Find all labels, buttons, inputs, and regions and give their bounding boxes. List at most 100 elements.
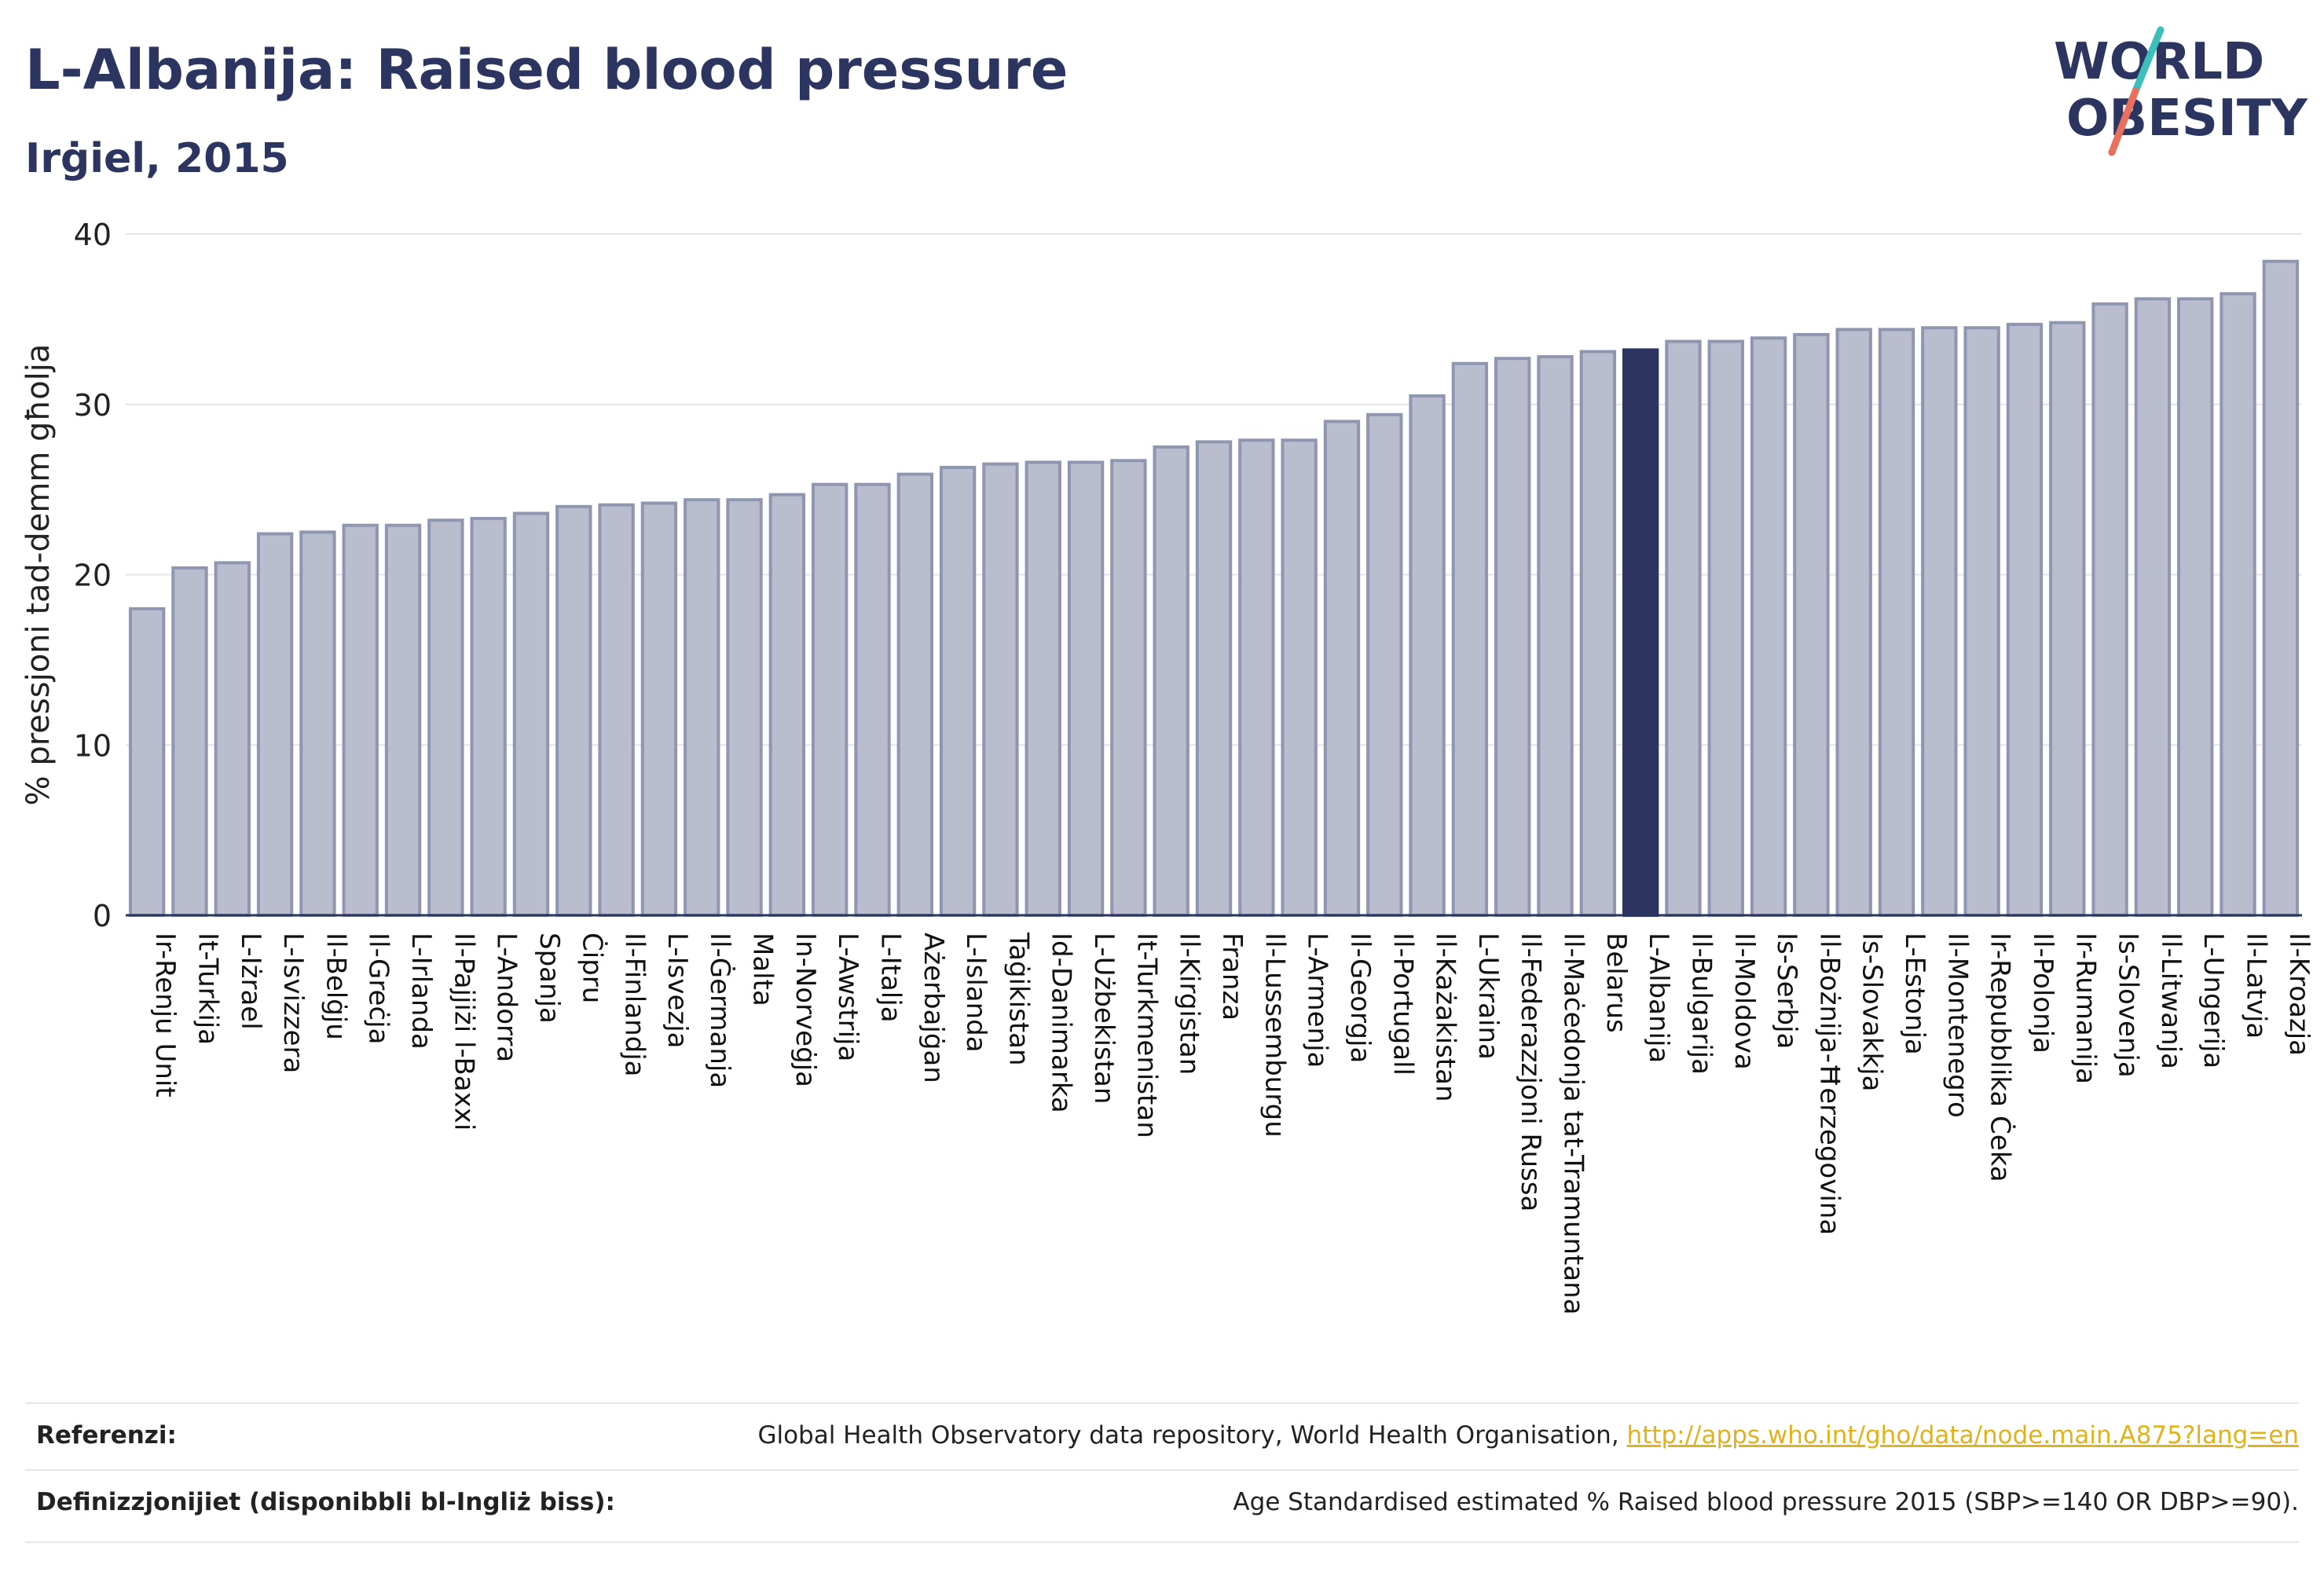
bar (1451, 361, 1489, 918)
chart-title: L-Albanija: Raised blood pressure (25, 38, 1069, 102)
bar (1579, 350, 1617, 917)
bar (1025, 460, 1061, 917)
x-tick-label: Id-Danimarka (1046, 933, 1077, 1113)
x-tick-label: L-Armenja (1302, 933, 1333, 1068)
definitions-label: Definizzjonijiet (disponibbli bl-Ingliż … (36, 1488, 615, 1516)
bar (1409, 394, 1446, 918)
bar (939, 465, 977, 917)
bar (1494, 357, 1531, 918)
x-tick-label: L-Albanija (1643, 933, 1674, 1063)
x-tick-label: Il-Litwanja (2155, 933, 2187, 1069)
bar (299, 530, 336, 917)
x-tick-label: Franza (1216, 933, 1248, 1021)
footer-bottom-divider (25, 1541, 2299, 1543)
x-tick-label: L-Ungerija (2198, 933, 2229, 1068)
bar (1835, 328, 1872, 917)
bars (128, 259, 2300, 918)
world-obesity-logo: WORLD OBESITY (2054, 26, 2308, 156)
references-row: Referenzi: Global Health Observatory dat… (25, 1402, 2299, 1467)
bar-highlighted (1622, 348, 1659, 917)
x-tick-label: Il-Georgja (1344, 933, 1376, 1063)
y-tick-label: 20 (74, 559, 112, 593)
y-tick-label: 0 (93, 899, 112, 933)
bar (1323, 420, 1361, 917)
x-tick-label: Ċipru (576, 933, 608, 1003)
x-tick-label: Spanja (533, 933, 565, 1024)
bar (1110, 459, 1147, 917)
definitions-value: Age Standardised estimated % Raised bloo… (1233, 1488, 2299, 1516)
x-tick-label: L-Irlanda (405, 933, 437, 1050)
bar (1963, 326, 2000, 917)
logo-slash-teal (2132, 26, 2165, 95)
x-tick-label: Il-Ġermanja (704, 933, 736, 1088)
bar (256, 532, 294, 917)
x-tick-label: Belarus (1600, 933, 1632, 1033)
x-tick-label: L-Ukraina (1472, 933, 1504, 1060)
bar (1921, 326, 1958, 917)
bar (1366, 412, 1403, 917)
y-tick-label: 30 (74, 388, 112, 423)
x-tick-label: Il-Kroazja (2283, 933, 2315, 1056)
bar (1750, 336, 1787, 917)
references-label: Referenzi: (36, 1421, 177, 1450)
x-tick-label: Il-Finlandja (619, 933, 651, 1077)
x-tick-label: Ir-Renju Unit (149, 933, 181, 1098)
bar (598, 503, 635, 917)
bar (1665, 339, 1702, 917)
logo-word-obesity: OBESITY (2066, 90, 2308, 148)
x-tick-label: Il-Latvja (2241, 933, 2272, 1039)
y-axis-ticks: 0 10 20 30 40 (74, 218, 112, 933)
y-tick-label: 10 (74, 728, 112, 763)
bar (555, 504, 592, 917)
logo-slash-coral (2108, 87, 2139, 156)
x-tick-label: L-Islanda (960, 933, 992, 1053)
x-tick-label: Il-Federazzjoni Russa (1515, 933, 1546, 1211)
x-tick-label: Malta (747, 933, 779, 1006)
y-axis-title: % pressjoni tad-demm għolja (20, 344, 57, 806)
bar (1707, 339, 1744, 917)
x-tick-label: Il-Kirgistan (1174, 933, 1205, 1075)
bar (1537, 355, 1574, 917)
x-tick-label: Il-Pajjiżi l-Baxxi (448, 933, 479, 1131)
y-tick-label: 40 (74, 218, 112, 252)
bar (1793, 332, 1830, 917)
bar (1195, 440, 1233, 917)
x-tick-label: It-Turkmenistan (1131, 933, 1162, 1138)
references-text: Global Health Observatory data repositor… (757, 1421, 1619, 1450)
bar (684, 498, 720, 917)
bar (1067, 460, 1105, 917)
bar-chart: 0 10 20 30 40 Ir-Renju Unit It-Turkija L-Iżrae… (20, 218, 2315, 1315)
x-tick-label: Is-Slovenja (2113, 933, 2144, 1078)
bar (512, 511, 550, 917)
bar (1238, 438, 1275, 917)
x-tick-label: L-Italja (874, 933, 906, 1023)
bar (726, 498, 763, 917)
x-tick-label: Il-Greċja (363, 933, 394, 1044)
x-tick-label: Il-Maċedonja tat-Tramuntana (1558, 933, 1589, 1315)
bar (171, 566, 208, 918)
x-tick-label: Il-Belġju (320, 933, 351, 1040)
x-axis-labels: Ir-Renju Unit It-Turkija L-Iżrael L-Isvizze… (149, 932, 2315, 1315)
bar (768, 493, 806, 917)
x-tick-label: L-Estonja (1899, 933, 1930, 1055)
definitions-row: Definizzjonijiet (disponibbli bl-Ingliż … (25, 1469, 2299, 1534)
bar (2091, 302, 2128, 917)
bar (470, 516, 507, 917)
x-tick-label: Il-Bożnija-Ħerzegovina (1813, 933, 1845, 1235)
x-tick-label: L-Isvizzera (277, 933, 309, 1073)
x-tick-label: L-Andorra (491, 933, 522, 1062)
x-tick-label: Il-Lussemburgu (1259, 933, 1290, 1138)
x-tick-label: L-Użbekistan (1088, 933, 1120, 1104)
x-tick-label: It-Turkija (192, 933, 223, 1045)
x-tick-label: Il-Polonja (2027, 933, 2058, 1054)
bar (2134, 297, 2172, 917)
x-tick-label: Is-Slovakkja (1857, 933, 1888, 1091)
x-tick-label: In-Norveġja (790, 933, 821, 1087)
bar (2049, 321, 2086, 917)
bar (342, 523, 379, 918)
bar (811, 482, 849, 917)
bar (427, 519, 464, 917)
references-link[interactable]: http://apps.who.int/gho/data/node.main.A… (1626, 1421, 2299, 1450)
bar (384, 523, 422, 918)
bar (1281, 438, 1318, 917)
